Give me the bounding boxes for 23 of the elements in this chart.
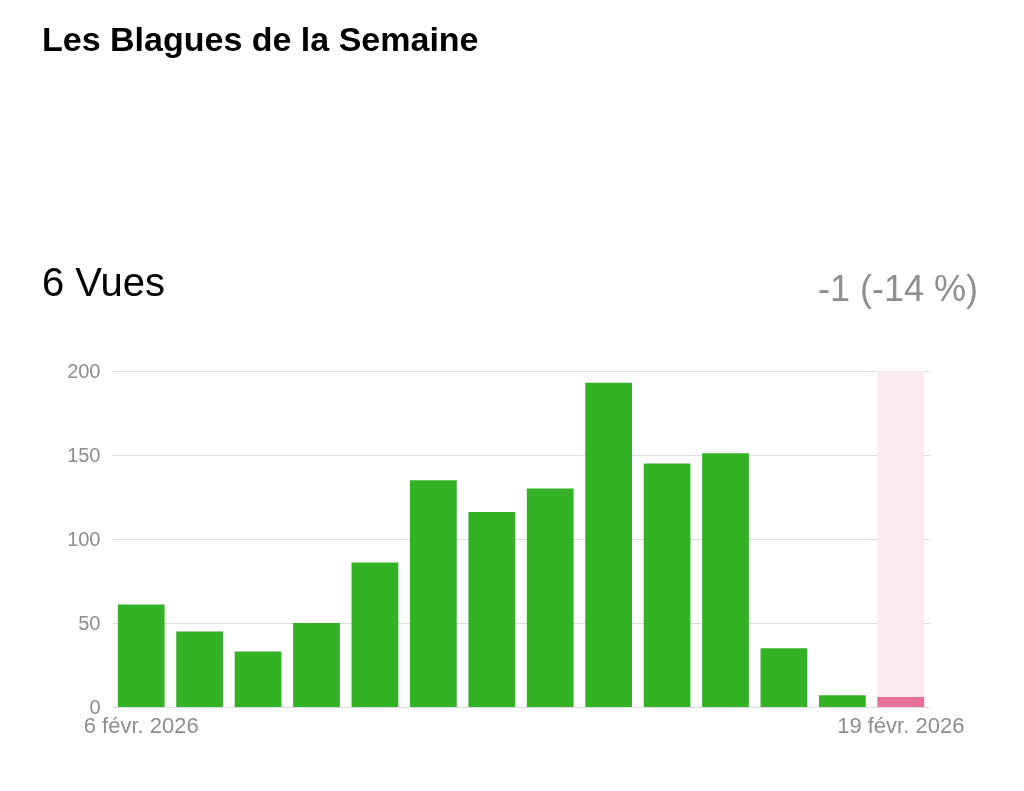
bar (234, 651, 282, 707)
bar (117, 604, 165, 707)
bar (585, 382, 633, 707)
y-tick-label: 100 (67, 527, 101, 550)
y-tick-label: 150 (67, 443, 101, 466)
bar (877, 696, 925, 707)
chart-title: Les Blagues de la Semaine (42, 20, 479, 58)
bar (643, 463, 691, 707)
y-tick-label: 50 (78, 611, 101, 634)
bar (818, 695, 866, 707)
bar (468, 512, 516, 707)
bar (409, 480, 457, 707)
text: -1 (-14 %) (817, 268, 978, 309)
bar (760, 648, 808, 707)
text: 6 Vues (42, 260, 166, 304)
bar (526, 488, 574, 707)
bar (351, 562, 399, 707)
y-tick-label: 0 (89, 695, 101, 718)
bar (176, 631, 224, 707)
x-tick-label: 19 févr. 2026 (837, 712, 965, 738)
bar (702, 453, 749, 707)
y-tick-label: 200 (67, 359, 101, 382)
bar (293, 623, 340, 707)
